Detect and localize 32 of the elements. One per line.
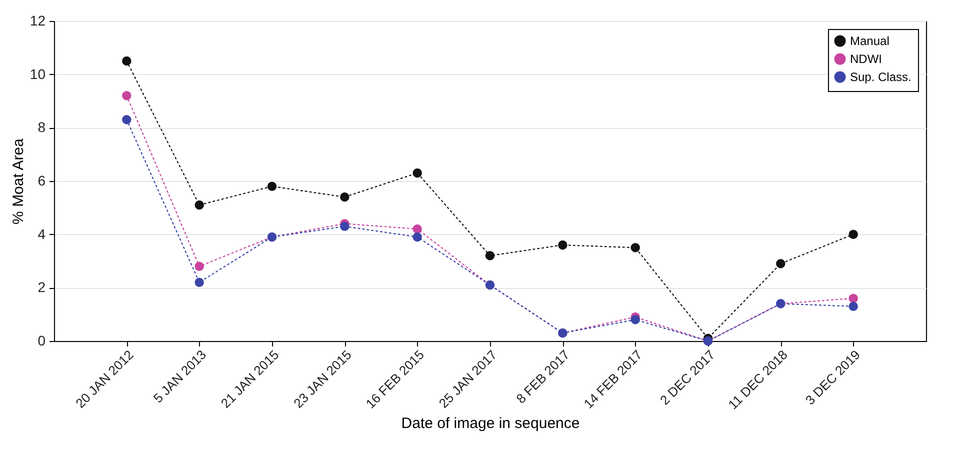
y-tick-label: 8 <box>38 119 46 136</box>
point <box>122 56 132 66</box>
x-axis-title: Date of image in sequence <box>401 415 580 432</box>
point <box>485 251 495 260</box>
y-axis-title: % Moat Area <box>10 138 27 224</box>
legend-label: Sup. Class. <box>850 70 912 84</box>
point <box>412 224 422 234</box>
legend-label: NDWI <box>850 52 882 66</box>
point <box>122 91 132 100</box>
y-tick-label: 10 <box>30 66 46 82</box>
y-tick-label: 0 <box>38 332 46 348</box>
point <box>630 243 640 252</box>
point <box>194 278 204 287</box>
point <box>848 294 858 303</box>
point <box>340 192 350 202</box>
point <box>267 182 277 191</box>
point <box>848 230 858 239</box>
point <box>194 262 204 271</box>
y-tick-label: 12 <box>30 12 46 28</box>
point <box>776 259 786 268</box>
legend-label: Manual <box>850 34 890 48</box>
y-tick-label: 4 <box>38 226 46 242</box>
point <box>122 115 132 124</box>
point <box>340 222 350 231</box>
point <box>558 240 568 250</box>
point <box>194 200 204 210</box>
point <box>848 302 858 311</box>
y-tick-label: 6 <box>38 172 46 188</box>
point <box>412 232 422 242</box>
y-tick-label: 2 <box>38 279 46 296</box>
point <box>630 315 640 324</box>
point <box>412 168 422 178</box>
